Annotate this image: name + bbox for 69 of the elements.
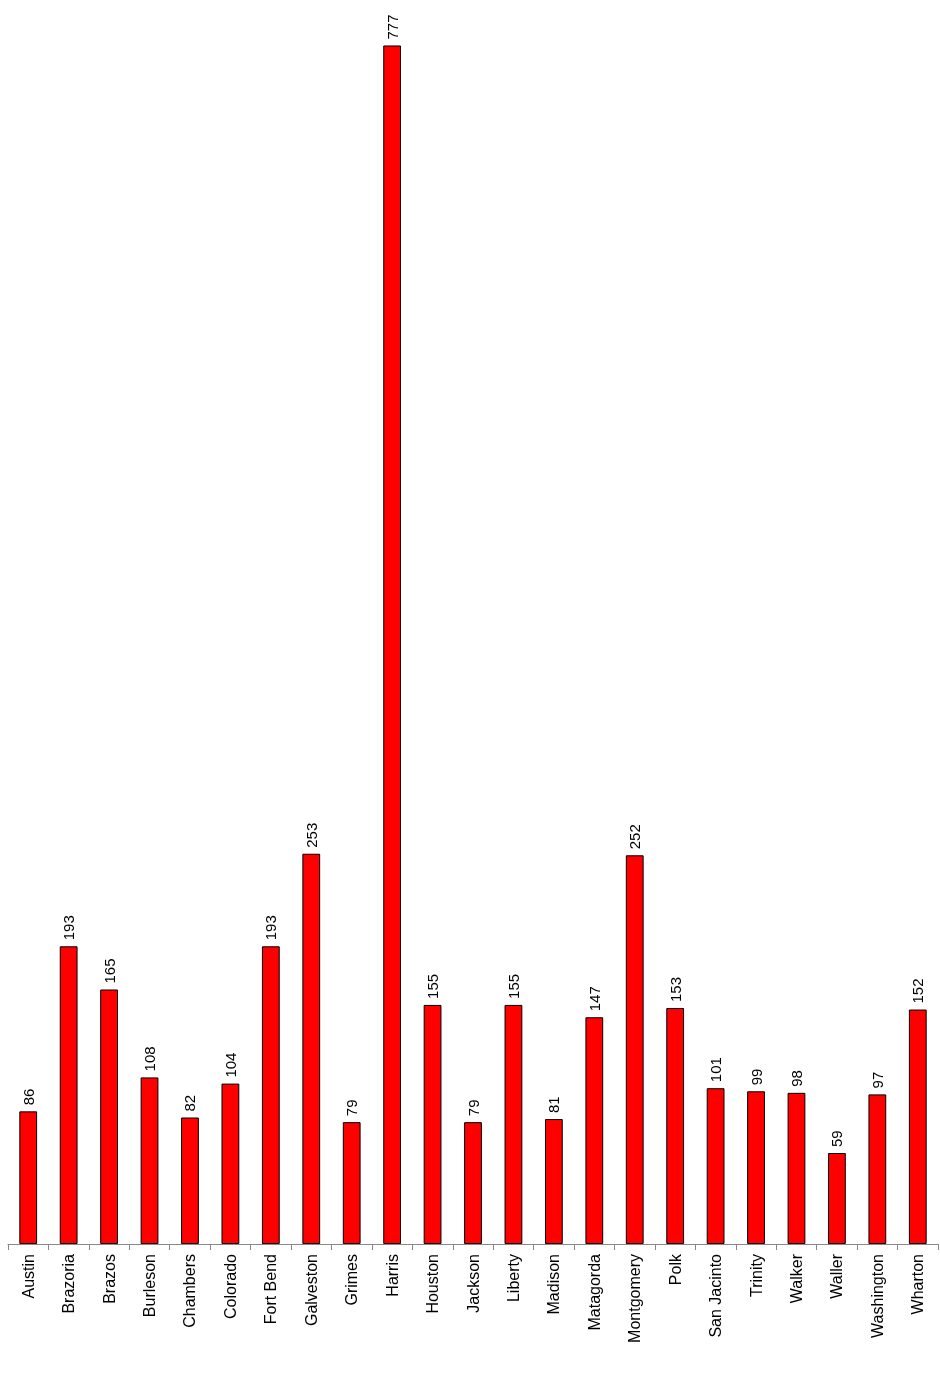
data-label: 104 — [221, 1052, 239, 1078]
bar — [706, 1088, 725, 1244]
bar — [747, 1091, 765, 1244]
data-label: 777 — [383, 14, 401, 40]
bar — [19, 1111, 38, 1244]
x-tick-label: Colorado — [221, 1253, 239, 1319]
x-tick-label: Waller — [828, 1253, 846, 1299]
x-tick-label: Walker — [787, 1253, 805, 1304]
bar — [908, 1009, 927, 1244]
data-label: 193 — [262, 915, 280, 941]
bar — [221, 1083, 240, 1244]
x-tick-label: San Jacinto — [707, 1253, 725, 1338]
bar — [181, 1117, 199, 1244]
x-tick-label: Fort Bend — [262, 1254, 280, 1325]
data-label: 86 — [19, 1088, 37, 1106]
x-tick-label: Washington — [868, 1254, 886, 1338]
bar — [625, 855, 644, 1244]
bar — [140, 1077, 159, 1244]
x-tick-label: Montgomery — [626, 1254, 644, 1343]
x-tick-label: Polk — [666, 1253, 684, 1286]
x-tick-label: Madison — [545, 1254, 563, 1315]
x-tick-label: Burleson — [141, 1254, 159, 1318]
x-tick-label: Wharton — [909, 1254, 927, 1315]
data-label: 252 — [626, 824, 644, 850]
data-label: 79 — [464, 1099, 482, 1117]
bar — [504, 1004, 523, 1244]
data-label: 99 — [747, 1068, 765, 1086]
data-label: 165 — [100, 958, 118, 984]
x-tick-label: Harris — [383, 1254, 401, 1297]
bar — [585, 1017, 604, 1244]
data-label: 108 — [141, 1046, 159, 1072]
x-tick-label: Houston — [424, 1254, 442, 1314]
x-tick-label: Chambers — [181, 1254, 199, 1328]
data-label: 79 — [343, 1099, 361, 1117]
data-label: 193 — [60, 915, 78, 941]
x-tick-label: Liberty — [504, 1254, 522, 1303]
data-label: 155 — [504, 973, 522, 999]
bar — [544, 1119, 563, 1244]
data-label: 155 — [424, 973, 442, 999]
bar — [868, 1094, 887, 1244]
data-label: 82 — [181, 1094, 199, 1112]
bar — [383, 45, 402, 1244]
x-tick-label: Brazoria — [60, 1253, 78, 1314]
bar — [787, 1092, 806, 1244]
bar — [423, 1004, 442, 1244]
data-label: 153 — [666, 976, 684, 1002]
x-tick-label: Brazos — [100, 1254, 118, 1304]
x-tick-label: Grimes — [343, 1254, 361, 1306]
data-label: 59 — [828, 1130, 846, 1147]
bar — [464, 1122, 482, 1244]
data-label: 253 — [302, 822, 320, 848]
x-tick-label: Jackson — [464, 1254, 482, 1313]
data-label: 97 — [868, 1071, 886, 1089]
x-tick-label: Matagorda — [585, 1253, 603, 1331]
bar — [261, 946, 280, 1244]
bar — [59, 946, 78, 1244]
bar — [828, 1152, 846, 1244]
bar — [342, 1122, 361, 1244]
x-tick-label: Trinity — [747, 1254, 765, 1297]
data-label: 152 — [909, 978, 927, 1004]
x-tick-label: Galveston — [302, 1254, 320, 1327]
x-tick-label: Austin — [19, 1254, 37, 1299]
data-label: 101 — [707, 1057, 725, 1083]
data-label: 98 — [787, 1070, 805, 1087]
bar — [302, 853, 321, 1244]
data-label: 147 — [585, 986, 603, 1012]
data-label: 81 — [545, 1096, 563, 1114]
bar — [100, 989, 118, 1244]
bar — [666, 1008, 685, 1244]
